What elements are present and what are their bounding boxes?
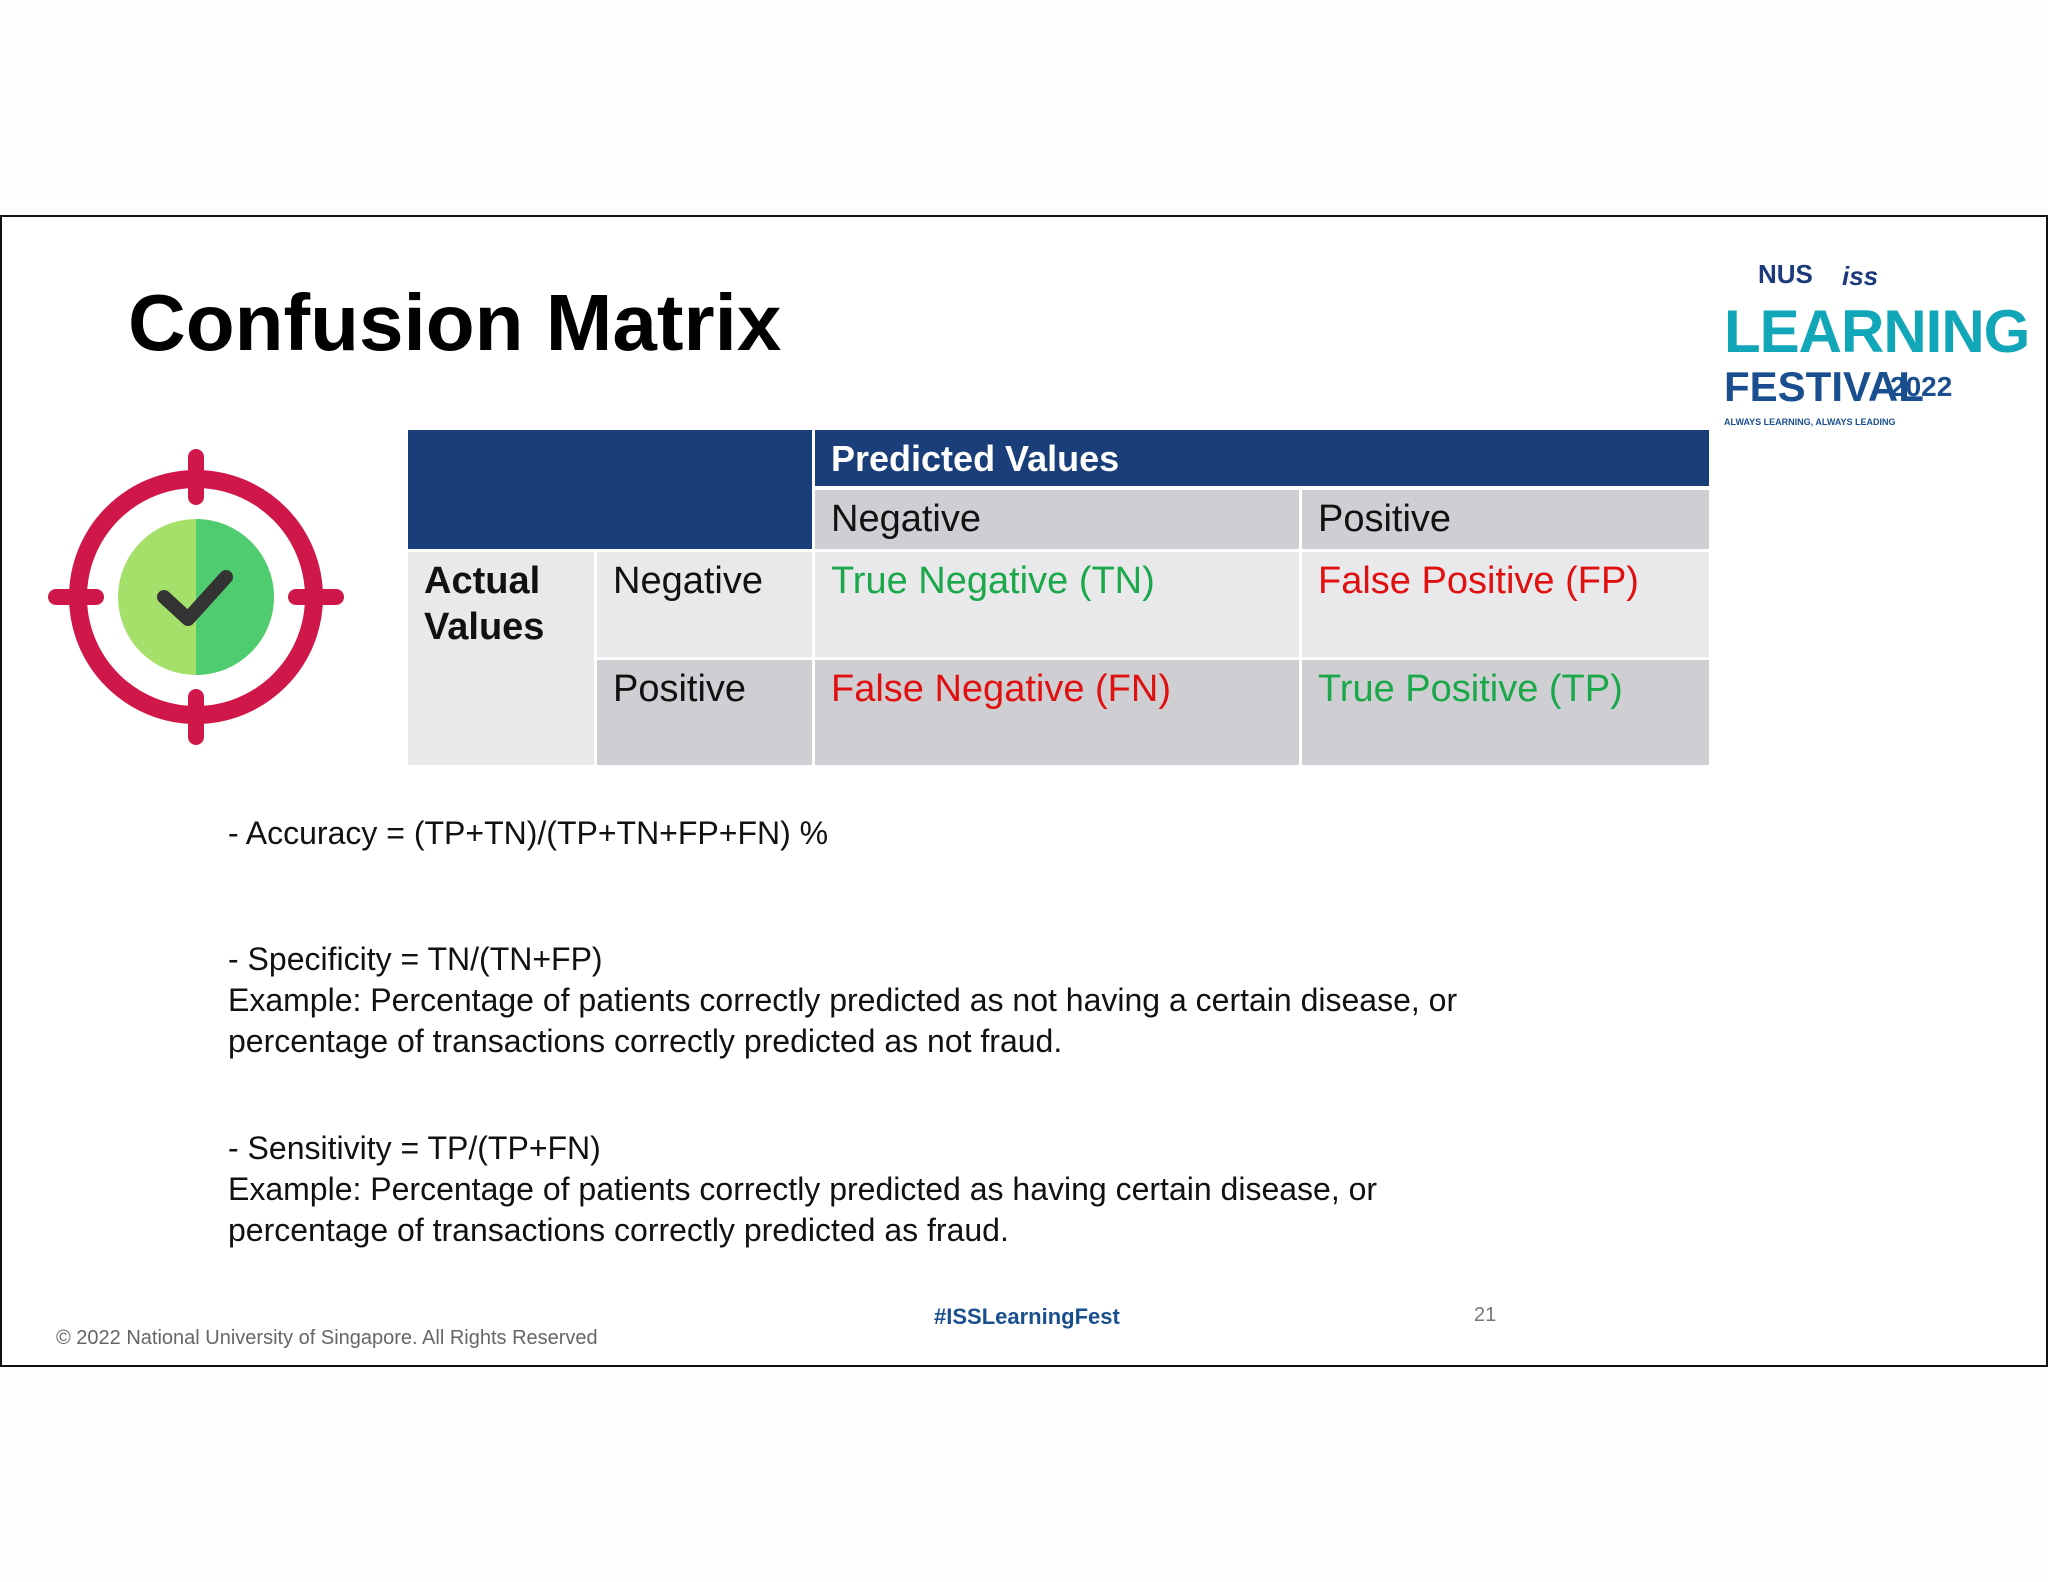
copyright: © 2022 National University of Singapore.…: [56, 1327, 598, 1349]
logo-tagline: ALWAYS LEARNING, ALWAYS LEADING: [1724, 417, 1896, 427]
target-center-shade: [196, 519, 274, 675]
page-number: 21: [1474, 1304, 1497, 1326]
sensitivity: - Sensitivity = TP/(TP+FN): [228, 1130, 601, 1166]
title: Confusion Matrix: [128, 278, 782, 367]
accuracy: - Accuracy = (TP+TN)/(TP+TN+FP+FN) %: [228, 815, 829, 851]
predicted-positive: Positive: [1302, 490, 1709, 549]
row-label: Negative: [597, 552, 812, 657]
logo-nus: NUS: [1758, 259, 1813, 289]
logo-iss: iss: [1842, 261, 1879, 291]
cell-tp: True Positive (TP): [1302, 660, 1709, 765]
predicted-header: Predicted Values: [815, 430, 1709, 486]
row-label: Positive: [597, 660, 812, 765]
logo-learning: LEARNING: [1724, 298, 2030, 365]
specificity: - Specificity = TN/(TN+FP): [228, 941, 603, 977]
sensitivity-example: percentage of transactions correctly pre…: [228, 1212, 1009, 1248]
table-corner: [408, 430, 812, 549]
specificity-example: Example: Percentage of patients correctl…: [228, 982, 1458, 1018]
predicted-negative: Negative: [815, 490, 1299, 549]
check: [157, 570, 233, 626]
specificity-example: percentage of transactions correctly pre…: [228, 1023, 1063, 1059]
cell-fn: False Negative (FN): [815, 660, 1299, 765]
cell-tn: True Negative (TN): [815, 552, 1299, 657]
logo-festival: FESTIVAL: [1724, 363, 1924, 410]
slide: Confusion Matrix NUS iss LEARNING FESTIV…: [0, 215, 2048, 1367]
sensitivity-example: Example: Percentage of patients correctl…: [228, 1171, 1378, 1207]
actual-header: Actual Values: [408, 552, 594, 765]
cell-fp: False Positive (FP): [1302, 552, 1709, 657]
logo-year: 2022: [1890, 371, 1953, 402]
logo: NUS iss LEARNING FESTIVAL 2022 ALWAYS LE…: [1720, 257, 2030, 437]
target-icon: [48, 449, 344, 745]
hashtag: #ISSLearningFest: [934, 1304, 1120, 1329]
